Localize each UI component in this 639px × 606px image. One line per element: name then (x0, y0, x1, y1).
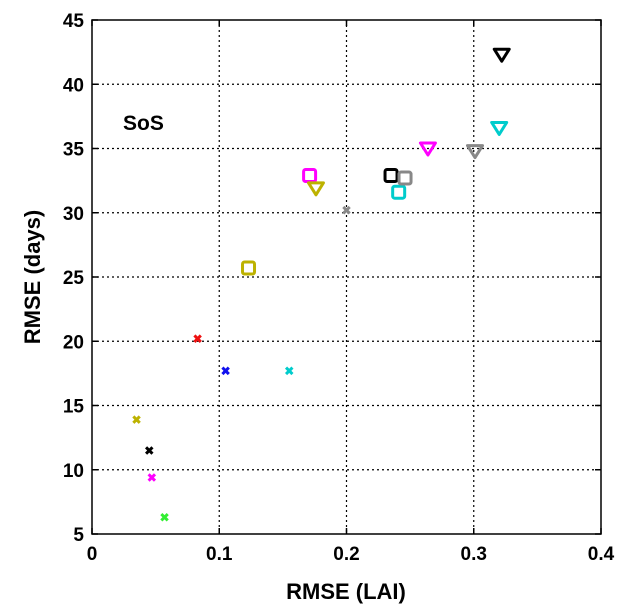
square-marker-point (391, 184, 407, 200)
x-axis-title: RMSE (LAI) (286, 579, 406, 604)
data-points (132, 47, 511, 522)
x-tick-label: 0.4 (588, 544, 615, 565)
y-tick-label: 40 (63, 75, 84, 96)
x-marker-point (193, 334, 202, 343)
square-marker-point (241, 260, 257, 276)
y-tick-label: 20 (63, 332, 84, 353)
y-tick-label: 5 (73, 525, 84, 546)
x-tick-label: 0 (87, 544, 98, 565)
x-marker-point (221, 366, 230, 376)
x-marker-point (160, 513, 169, 522)
x-tick-labels: 0 0.1 0.2 0.3 0.4 (87, 544, 615, 565)
triangle-marker-point (418, 141, 437, 157)
grid-lines (92, 20, 601, 534)
y-tick-label: 25 (63, 268, 85, 289)
y-tick-label: 35 (63, 140, 85, 161)
x-marker-point (132, 415, 141, 424)
sos-annotation: SoS (123, 112, 164, 135)
x-marker-point (342, 205, 351, 215)
triangle-marker-point (466, 144, 485, 160)
square-marker-point (397, 170, 413, 186)
x-marker-point (145, 446, 154, 455)
axis-ticks (91, 19, 602, 535)
x-marker-point (147, 473, 157, 482)
triangle-marker-point (306, 181, 325, 197)
x-tick-label: 0.3 (461, 544, 487, 565)
y-tick-label: 45 (63, 11, 85, 32)
triangle-marker-point (490, 120, 509, 136)
y-axis-title: RMSE (days) (20, 210, 45, 344)
square-marker-point (383, 167, 399, 183)
y-tick-labels: 5 10 15 20 25 30 35 40 45 (63, 11, 85, 546)
x-marker-point (284, 366, 294, 376)
x-tick-label: 0.1 (206, 544, 233, 565)
y-tick-label: 15 (63, 397, 85, 418)
y-tick-label: 10 (63, 461, 84, 482)
x-tick-label: 0.2 (333, 544, 359, 565)
y-tick-label: 30 (63, 204, 84, 225)
triangle-marker-point (492, 47, 511, 63)
